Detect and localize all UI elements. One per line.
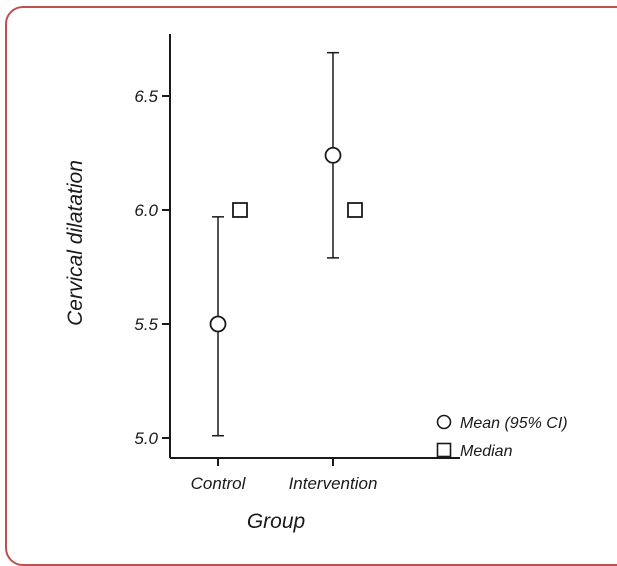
legend: Mean (95% CI) Median xyxy=(436,414,568,460)
y-tick-label: 6.5 xyxy=(134,87,158,106)
x-tick-label: Intervention xyxy=(289,474,378,493)
legend-mean-label: Mean (95% CI) xyxy=(460,415,568,432)
x-ticks: Control Intervention xyxy=(191,458,378,493)
legend-median-label: Median xyxy=(460,443,513,460)
chart-marks xyxy=(209,51,363,437)
y-ticks: 5.0 5.5 6.0 6.5 xyxy=(134,87,170,448)
median-point xyxy=(232,202,248,218)
axes xyxy=(169,34,460,459)
mean-point xyxy=(324,146,342,164)
x-axis-label: Group xyxy=(247,510,305,533)
y-axis-label: Cervical dilatation xyxy=(64,160,87,326)
y-tick-label: 6.0 xyxy=(134,201,158,220)
y-tick-label: 5.0 xyxy=(134,429,158,448)
mean-point xyxy=(209,315,227,333)
legend-mean-marker xyxy=(436,414,452,430)
median-point xyxy=(347,202,363,218)
legend-median-marker xyxy=(436,442,452,458)
x-tick-label: Control xyxy=(191,474,247,493)
chart: 5.0 5.5 6.0 6.5 Control Intervention Cervica… xyxy=(64,34,568,533)
y-tick-label: 5.5 xyxy=(134,315,158,334)
